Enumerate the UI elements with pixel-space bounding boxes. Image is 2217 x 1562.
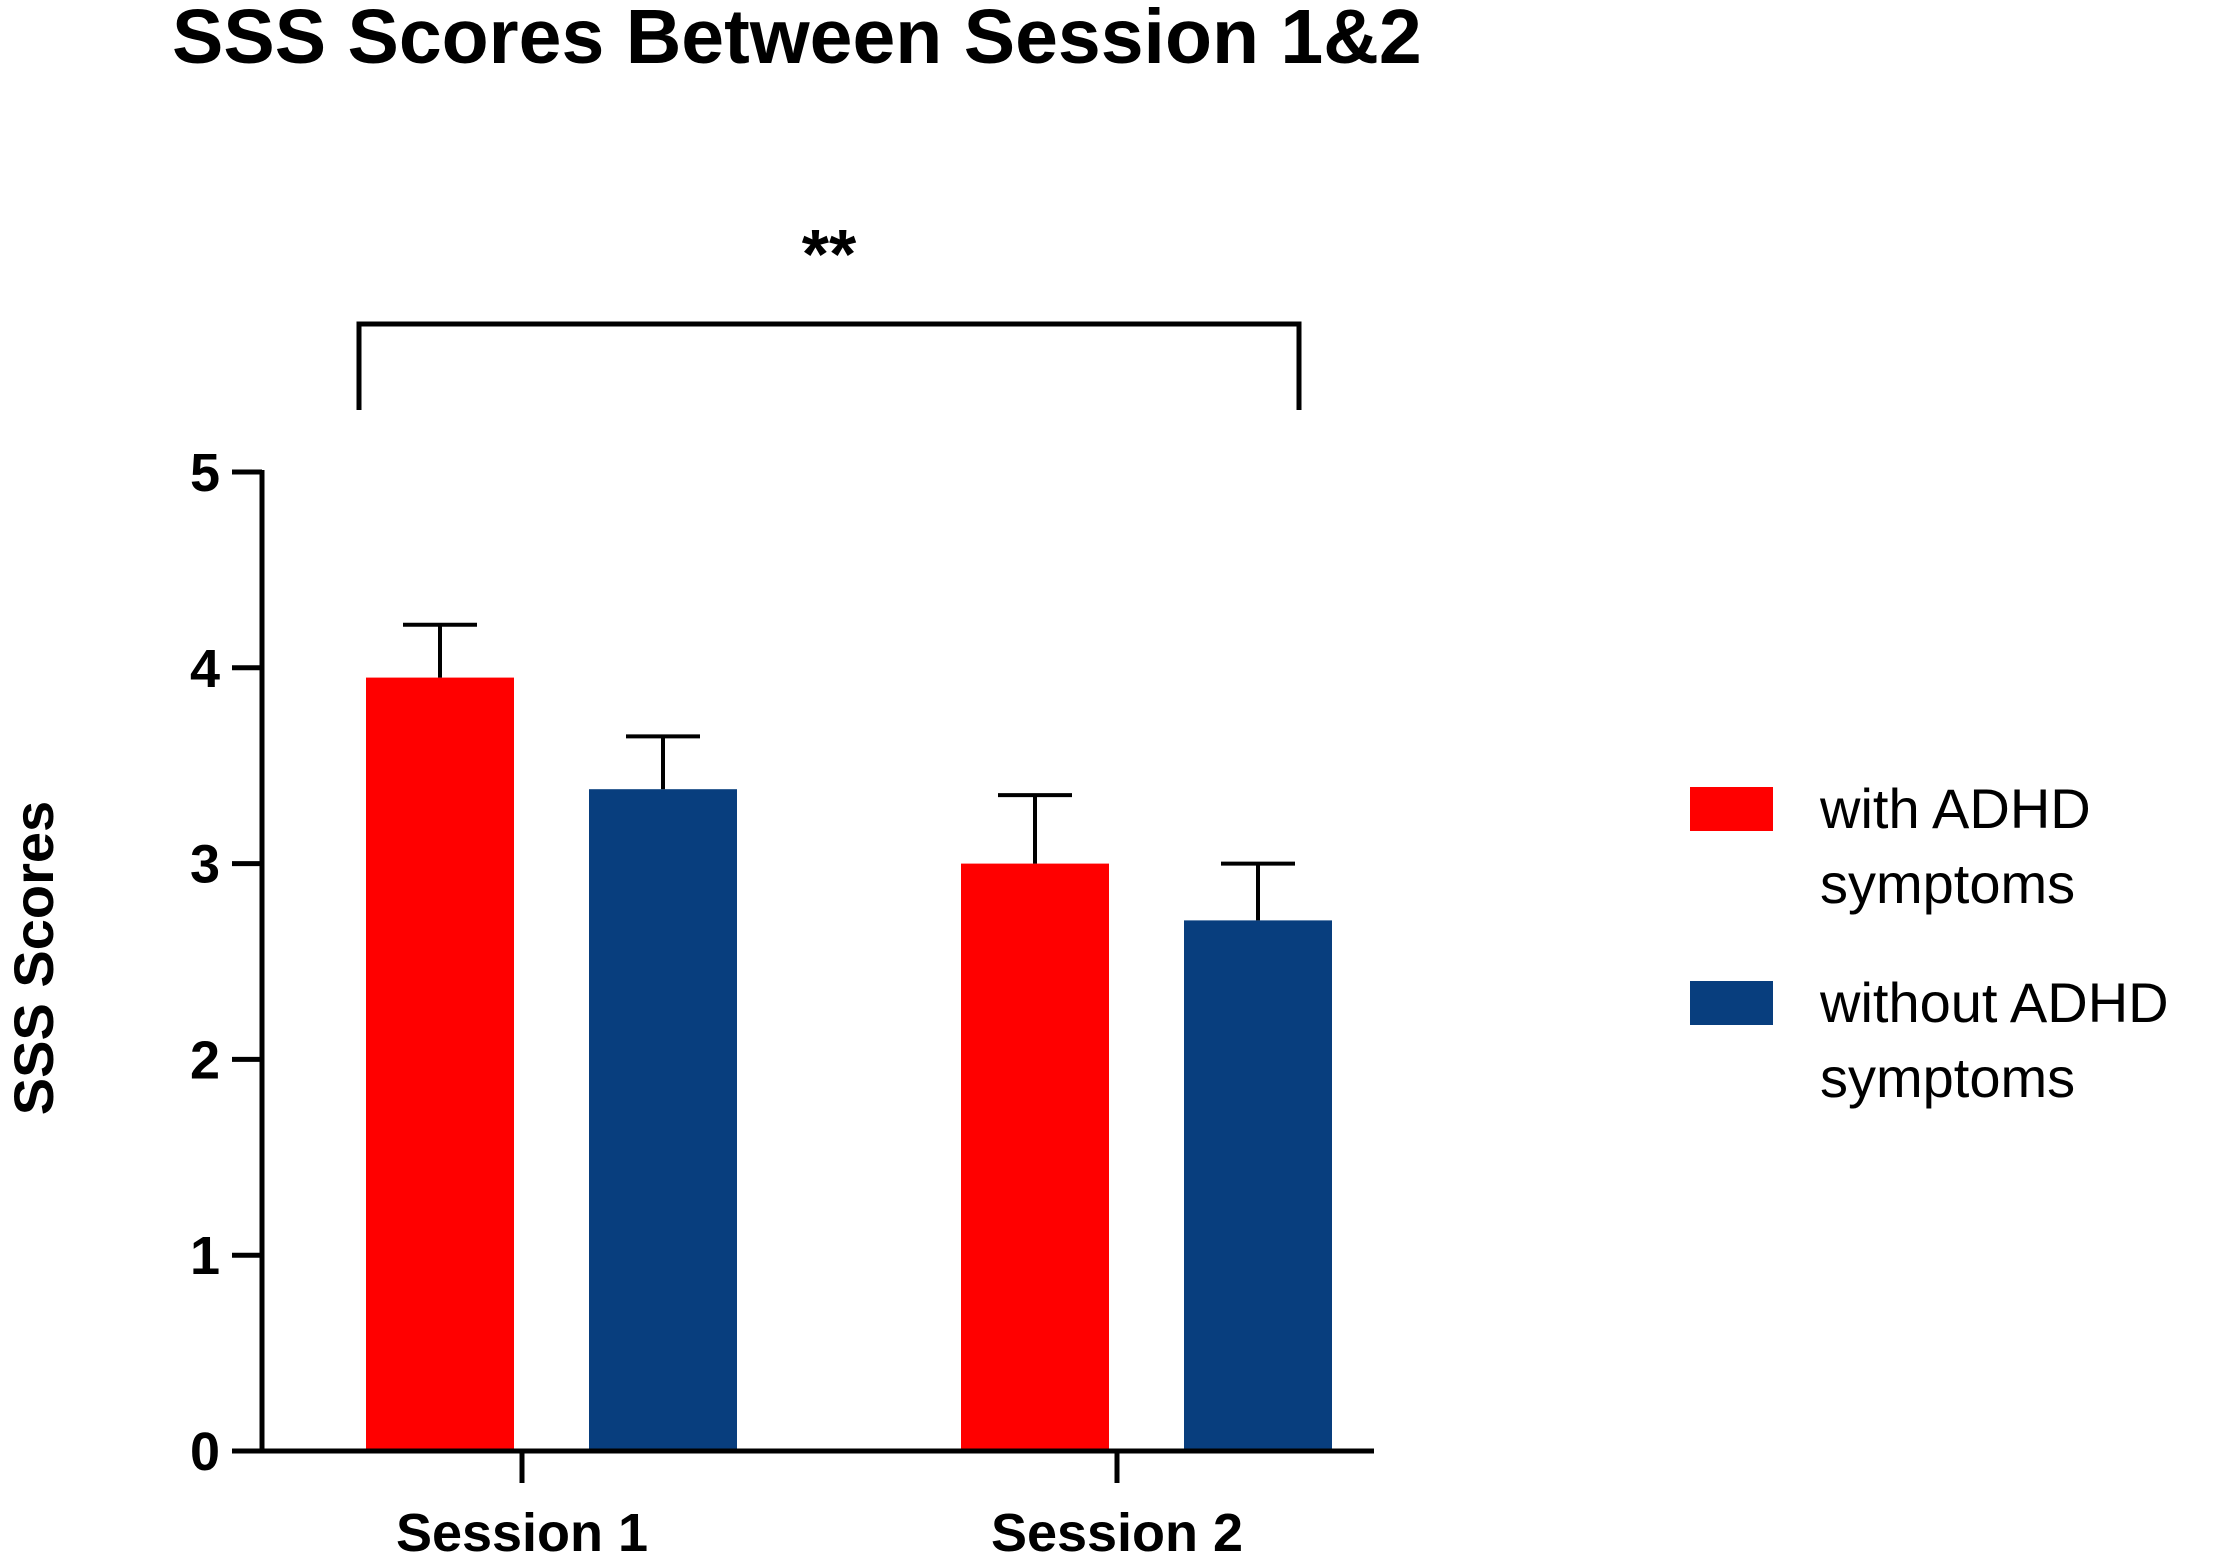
legend-label-1-line1: with ADHD (1819, 777, 2091, 840)
legend-swatch-2 (1690, 981, 1773, 1025)
legend-label-2-line2: symptoms (1820, 1046, 2075, 1109)
legend-swatch-1 (1690, 787, 1773, 831)
y-tick-label-2: 2 (190, 1030, 220, 1090)
error-bars-group (403, 622, 1295, 921)
axes-group: 0 1 2 3 4 5 Session 1 Session 2 (190, 443, 1374, 1562)
y-tick-label-3: 3 (190, 835, 220, 895)
legend: with ADHD symptoms without ADHD symptoms (1690, 777, 2169, 1109)
bars-group (366, 677, 1332, 1451)
x-tick-label-1: Session 1 (396, 1503, 648, 1562)
bar-with-adhd-2 (961, 863, 1109, 1451)
bar-without-adhd-1 (589, 789, 737, 1451)
legend-label-1-line2: symptoms (1820, 852, 2075, 915)
y-tick-label-5: 5 (190, 443, 220, 503)
chart-title: SSS Scores Between Session 1&2 (172, 0, 1422, 80)
legend-label-2-line1: without ADHD (1819, 971, 2169, 1034)
y-tick-label-4: 4 (190, 639, 220, 699)
y-tick-label-1: 1 (190, 1226, 220, 1286)
y-tick-label-0: 0 (190, 1422, 220, 1482)
significance-label: ** (802, 215, 857, 293)
significance-bracket: ** (356, 215, 1302, 410)
y-axis-label: SSS Scores (2, 801, 65, 1115)
bar-with-adhd-1 (366, 677, 514, 1451)
significance-bracket-line (356, 321, 1302, 410)
bar-without-adhd-2 (1184, 920, 1332, 1451)
x-tick-label-2: Session 2 (991, 1503, 1243, 1562)
